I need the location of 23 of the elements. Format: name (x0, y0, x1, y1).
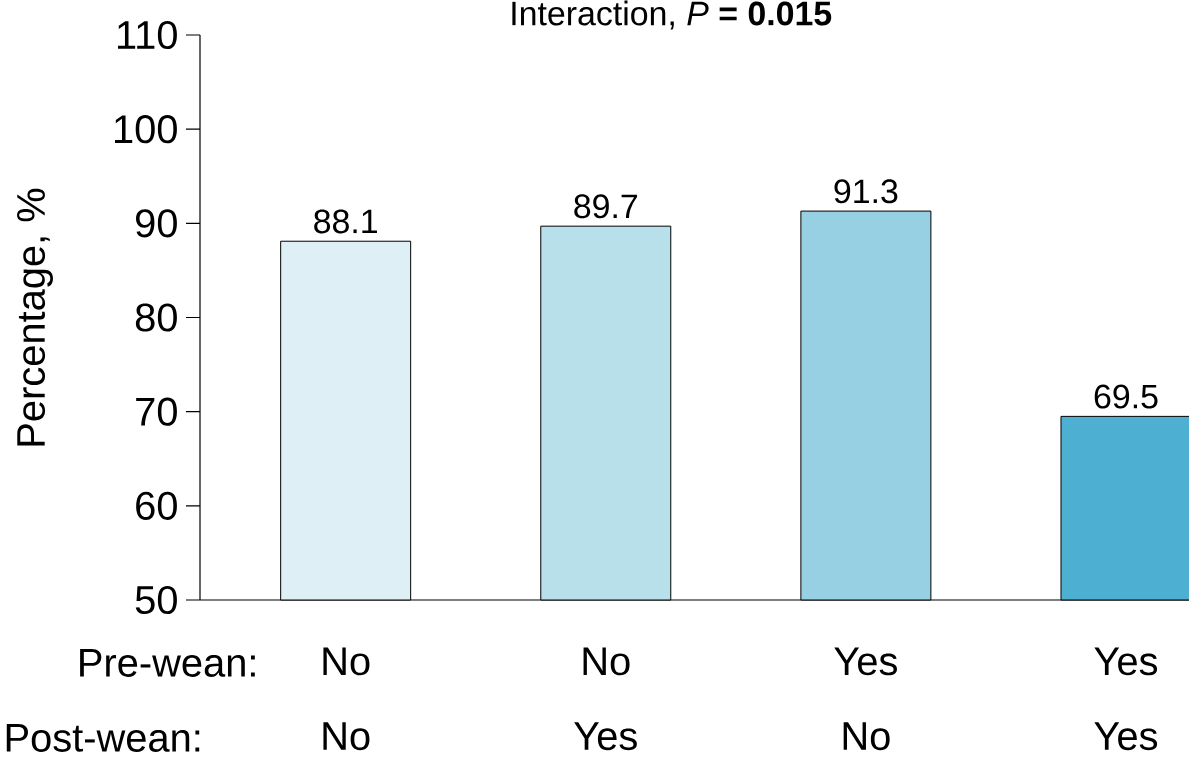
y-tick-label: 110 (117, 20, 177, 50)
x-tick-label: Yes (1094, 647, 1158, 676)
y-tick-label: 60 (136, 491, 177, 520)
x-tick-label: No (583, 647, 630, 676)
text: Yes (1094, 722, 1158, 751)
x-tick-label: Yes (834, 647, 897, 676)
data-label: 89.7 (574, 194, 638, 219)
x-tick-label: No (323, 647, 370, 676)
data-label: 88.1 (314, 209, 377, 234)
chart-title: Interaction, P = 0.015 (512, 0, 832, 30)
text: Yes (574, 722, 637, 751)
text: Pre-wean: (80, 649, 255, 677)
y-tick-label: 100 (115, 115, 177, 144)
text: No (843, 722, 890, 751)
text: Post-wean: (6, 724, 200, 752)
text: No (323, 722, 370, 751)
y-tick-label: 50 (135, 585, 177, 615)
y-tick-label: 90 (136, 209, 177, 238)
data-label: 69.5 (1094, 384, 1158, 409)
y-axis-title: Percentage, % (17, 188, 53, 446)
y-tick-label: 80 (135, 303, 177, 332)
data-label: 91.3 (834, 179, 898, 204)
y-tick-label: 70 (136, 397, 177, 426)
